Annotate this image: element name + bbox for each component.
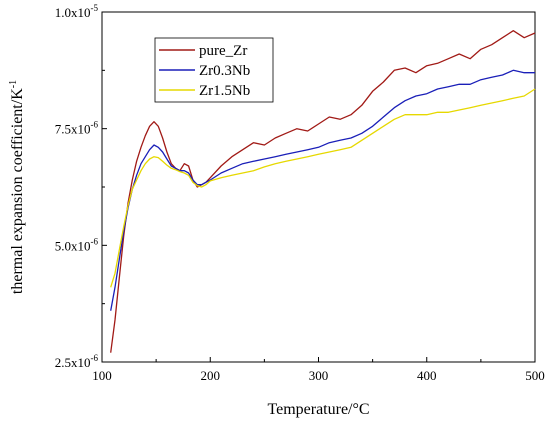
legend-label-1: Zr0.3Nb [199,63,250,79]
y-axis-title-text: thermal expansion coefficient/K [9,88,26,294]
x-tick-label: 500 [525,368,545,383]
tick-layer: 100 200 300 400 500 2.5x10-6 5.0x10-6 7.5x10-6 1… [55,3,545,383]
x-tick-label: 100 [92,368,112,383]
y-axis-title-superscript: -1 [8,80,19,88]
legend-label-2: Zr1.5Nb [199,83,250,99]
x-tick-label: 300 [309,368,329,383]
series-line-2 [110,88,536,288]
x-tick-label: 400 [417,368,437,383]
series-layer [110,30,536,353]
y-tick-label: 7.5x10-6 [55,120,99,137]
y-tick-label: 1.0x10-5 [55,3,99,20]
x-tick-label: 200 [201,368,221,383]
series-line-1 [110,69,535,311]
plot-area: 100 200 300 400 500 2.5x10-6 5.0x10-6 7.5x10-6 1… [55,3,545,383]
legend-label-0: pure_Zr [199,43,247,59]
y-tick-label: 2.5x10-6 [55,353,99,370]
x-axis-title: Temperature/°C [267,401,369,418]
series-line-0 [110,30,536,353]
y-axis-title: thermal expansion coefficient/K-1 [8,80,26,294]
legend: pure_Zr Zr0.3Nb Zr1.5Nb [154,37,274,103]
y-tick-label: 5.0x10-6 [55,236,99,253]
